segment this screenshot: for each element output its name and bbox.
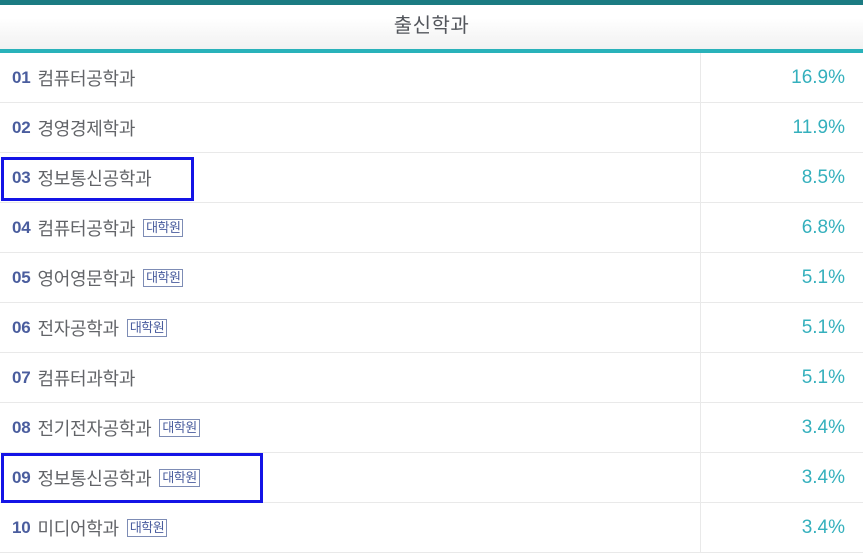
percent-cell: 16.9% [701,53,863,102]
rank-number: 08 [12,417,31,437]
percent-value: 16.9% [791,66,845,88]
department-cell: 07 컴퓨터과학과 [0,353,701,402]
percent-value: 11.9% [792,116,845,138]
rank-number: 10 [12,517,31,537]
rank-number: 03 [12,167,31,187]
table-row[interactable]: 06 전자공학과 대학원 5.1% [0,303,863,353]
percent-cell: 8.5% [701,153,863,202]
percent-value: 8.5% [801,166,845,188]
percent-value: 3.4% [801,466,845,488]
department-cell: 05 영어영문학과 대학원 [0,253,701,302]
department-cell: 03 정보통신공학과 [0,153,701,202]
department-name: 전기전자공학과 [37,418,152,439]
department-cell: 06 전자공학과 대학원 [0,303,701,352]
table-row[interactable]: 03 정보통신공학과 8.5% [0,153,863,203]
department-name: 정보통신공학과 [37,168,152,189]
department-cell: 09 정보통신공학과 대학원 [0,453,701,502]
percent-cell: 3.4% [701,453,863,502]
percent-value: 5.1% [801,266,845,288]
table-row[interactable]: 09 정보통신공학과 대학원 3.4% [0,453,863,503]
department-cell: 01 컴퓨터공학과 [0,53,701,102]
graduate-school-badge: 대학원 [126,518,168,537]
percent-value: 6.8% [801,216,845,238]
percent-value: 3.4% [801,416,845,438]
percent-value: 3.4% [801,516,845,538]
graduate-school-badge: 대학원 [126,318,168,337]
rank-number: 06 [12,317,31,337]
percent-cell: 5.1% [701,303,863,352]
table-row[interactable]: 07 컴퓨터과학과 5.1% [0,353,863,403]
graduate-school-badge: 대학원 [143,218,184,237]
percent-cell: 3.4% [701,403,863,452]
percent-cell: 6.8% [701,203,863,252]
department-name: 컴퓨터공학과 [37,218,136,239]
table-row[interactable]: 10 미디어학과 대학원 3.4% [0,503,863,553]
rank-number: 05 [12,267,31,287]
department-cell: 04 컴퓨터공학과 대학원 [0,203,701,252]
graduate-school-badge: 대학원 [159,418,200,437]
percent-cell: 5.1% [701,353,863,402]
table-row[interactable]: 05 영어영문학과 대학원 5.1% [0,253,863,303]
graduate-school-badge: 대학원 [143,268,184,287]
table-row[interactable]: 01 컴퓨터공학과 16.9% [0,53,863,103]
department-name: 정보통신공학과 [37,468,152,489]
department-name: 컴퓨터공학과 [37,68,136,89]
percent-value: 5.1% [801,366,845,388]
department-cell: 10 미디어학과 대학원 [0,503,701,552]
department-name: 미디어학과 [37,518,120,539]
rank-number: 02 [12,117,31,137]
rank-number: 04 [12,217,31,237]
department-name: 경영경제학과 [37,118,136,139]
department-name: 영어영문학과 [37,268,136,289]
graduate-school-badge: 대학원 [159,468,200,487]
table-row[interactable]: 02 경영경제학과 11.9% [0,103,863,153]
department-cell: 08 전기전자공학과 대학원 [0,403,701,452]
table-body: 01 컴퓨터공학과 16.9% 02 경영경제학과 11.9% 03 정보통신공학과 8.5% 0… [0,53,863,553]
percent-cell: 3.4% [701,503,863,552]
department-name: 컴퓨터과학과 [37,368,136,389]
percent-cell: 11.9% [701,103,863,152]
percent-value: 5.1% [801,316,845,338]
department-name: 전자공학과 [37,318,120,339]
page-title: 출신학과 [393,15,470,37]
table-header: 출신학과 [0,0,863,53]
table-row[interactable]: 04 컴퓨터공학과 대학원 6.8% [0,203,863,253]
table-row[interactable]: 08 전기전자공학과 대학원 3.4% [0,403,863,453]
percent-cell: 5.1% [701,253,863,302]
rank-number: 09 [12,467,31,487]
department-cell: 02 경영경제학과 [0,103,701,152]
rank-number: 01 [12,67,31,87]
rank-number: 07 [12,367,31,387]
